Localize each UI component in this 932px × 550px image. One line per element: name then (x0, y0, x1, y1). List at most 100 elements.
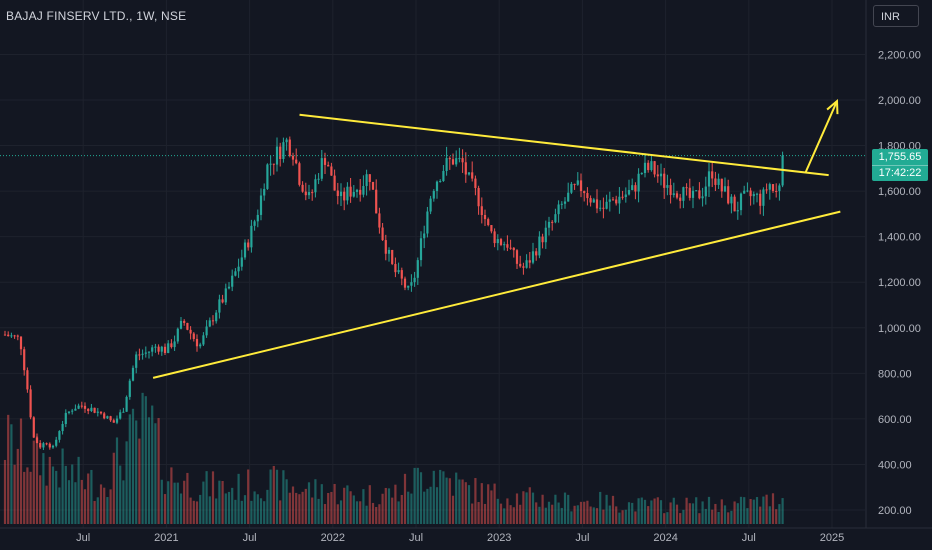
volume-bar (615, 506, 618, 524)
volume-bar (397, 501, 400, 524)
candle-body (605, 201, 608, 209)
candle-body (426, 211, 429, 234)
volume-bar (493, 483, 496, 524)
volume-bar (304, 488, 307, 524)
candle-body (87, 408, 90, 412)
price-axis-tick-label: 200.00 (878, 505, 912, 517)
currency-button[interactable]: INR (873, 5, 919, 27)
candle-body (7, 334, 10, 337)
candle-body (707, 171, 711, 187)
volume-bar (471, 503, 474, 524)
candle-body (106, 416, 109, 419)
volume-bar (112, 452, 115, 524)
time-axis[interactable]: Jul 2021 Jul 2022 Jul 2023 Jul 2024 Jul 2025 (0, 527, 932, 544)
volume-bar (122, 480, 125, 524)
candle-body (464, 162, 467, 175)
candle-body (314, 179, 317, 193)
candle-body (701, 196, 704, 199)
trendlines[interactable] (152, 99, 841, 379)
volume-bar (579, 501, 583, 524)
volume-bar (387, 488, 391, 524)
volume-bar (141, 392, 144, 524)
volume-bar (739, 496, 743, 524)
candle-body (407, 285, 410, 288)
volume-bar (263, 501, 266, 524)
volume-bar (669, 502, 672, 524)
volume-bar (592, 507, 595, 524)
candle-body (90, 407, 93, 412)
volume-bar (599, 491, 602, 524)
candle-body (288, 139, 291, 156)
candle-body (349, 186, 352, 197)
volume-bar (195, 501, 199, 524)
volume-bar (775, 509, 778, 524)
price-axis-tick-label: 800.00 (878, 368, 912, 380)
volume-bar (458, 479, 461, 524)
volume-bar (237, 473, 240, 524)
candle-body (749, 190, 752, 197)
candle-body (346, 186, 349, 201)
candle-body (224, 288, 227, 303)
candle-body (755, 193, 759, 195)
candle-body (295, 159, 298, 164)
candle-body (183, 320, 186, 323)
candle-body (634, 185, 637, 192)
volume-bar (80, 479, 83, 524)
candle-body (704, 186, 707, 197)
candle-body (493, 231, 496, 244)
volume-bar (227, 491, 231, 524)
candle-body (621, 196, 624, 198)
candle-body (83, 405, 87, 409)
candle-body (448, 158, 451, 160)
candle-body (151, 347, 154, 352)
candle-body (167, 343, 170, 353)
volume-bar (637, 498, 640, 524)
candle-body (13, 335, 16, 337)
volume-bar (250, 500, 253, 524)
volume-bar (352, 495, 355, 524)
candle-body (112, 420, 115, 423)
candle-body (32, 417, 35, 438)
candle-body (327, 164, 330, 167)
volume-bar (429, 486, 432, 524)
volume-bar (362, 489, 365, 524)
projection-arrow-shaft[interactable] (804, 100, 838, 174)
volume-bar (570, 511, 573, 524)
candle-body (413, 277, 416, 283)
volume-bar (48, 456, 51, 524)
candle-body (298, 163, 301, 185)
candle-body (215, 312, 218, 322)
candle-body (339, 191, 343, 197)
candle-body (589, 198, 592, 203)
candle-body (64, 412, 67, 425)
volume-bar (307, 482, 311, 524)
candle-body (576, 180, 579, 185)
price-axis[interactable]: 2,200.002,000.001,800.001,600.001,400.00… (865, 0, 932, 550)
projection-arrow-head[interactable] (826, 99, 839, 115)
volume-bar (157, 418, 160, 524)
volume-bar (269, 469, 272, 524)
trendline-lower[interactable] (152, 210, 841, 379)
candle-body (237, 266, 240, 272)
price-axis-tick-label: 1,400.00 (878, 232, 921, 244)
candle-body (672, 193, 675, 195)
time-axis-tick-label: 2021 (154, 532, 178, 544)
volume-bar (621, 510, 624, 524)
candle-body (599, 207, 602, 209)
candle-body (499, 239, 503, 245)
trendline-upper[interactable] (299, 113, 829, 177)
volume-bar (282, 470, 285, 524)
candle-body (778, 185, 781, 192)
volume-bar (234, 499, 237, 524)
candle-body (509, 247, 512, 249)
candle-body (627, 190, 631, 195)
volume-bar (131, 408, 135, 524)
volume-bar (723, 505, 727, 524)
time-axis-tick-label: Jul (742, 532, 756, 544)
volume-bar (83, 489, 87, 524)
candle-body (669, 185, 672, 195)
candle-body (474, 178, 477, 189)
candle-body (157, 346, 160, 352)
volume-bar (538, 506, 541, 524)
